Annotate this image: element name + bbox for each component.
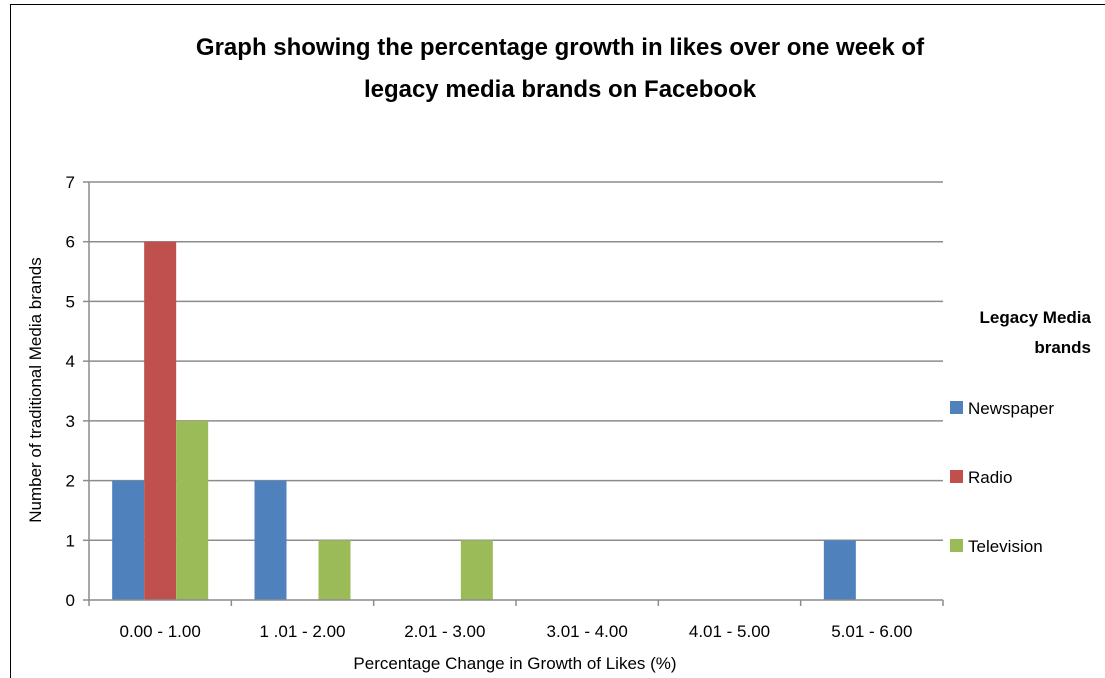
- x-tick-label: 1 .01 - 2.00: [259, 622, 345, 641]
- bar-newspaper: [254, 480, 287, 600]
- y-tick-label: 5: [66, 292, 75, 311]
- y-tick-label: 3: [66, 412, 75, 431]
- y-tick-label: 2: [66, 472, 75, 491]
- legend-swatch-newspaper: [950, 401, 963, 414]
- y-tick-label: 6: [66, 233, 75, 252]
- legend: Legacy Media brands Newspaper Radio Televi…: [950, 308, 1092, 556]
- bar-newspaper: [823, 540, 856, 600]
- chart-title: Graph showing the percentage growth in l…: [196, 34, 925, 103]
- bars: [112, 241, 856, 600]
- x-tick-label: 4.01 - 5.00: [689, 622, 770, 641]
- bar-television: [460, 540, 493, 600]
- chart-title-line-2: legacy media brands on Facebook: [364, 76, 757, 103]
- bar-television: [176, 420, 209, 600]
- y-tick-label: 7: [66, 173, 75, 192]
- bar-newspaper: [112, 480, 145, 600]
- x-axis-label: Percentage Change in Growth of Likes (%): [353, 654, 676, 673]
- x-tick-label: 2.01 - 3.00: [404, 622, 485, 641]
- y-axis-ticks: 0 1 2 3 4 5 6 7: [66, 173, 89, 610]
- legend-title-line-1: Legacy Media: [980, 308, 1092, 327]
- y-tick-label: 4: [66, 352, 75, 371]
- y-tick-label: 0: [66, 591, 75, 610]
- legend-label-television: Television: [968, 537, 1043, 556]
- gridlines: [89, 181, 943, 542]
- x-axis-ticks: 0.00 - 1.00 1 .01 - 2.00 2.01 - 3.00 3.01 -…: [88, 600, 944, 641]
- x-tick-label: 5.01 - 6.00: [831, 622, 912, 641]
- axes: [88, 182, 943, 601]
- x-tick-label: 3.01 - 4.00: [547, 622, 628, 641]
- y-axis-label: Number of traditional Media brands: [26, 257, 45, 523]
- legend-label-radio: Radio: [968, 468, 1012, 487]
- bar-television: [318, 540, 351, 600]
- bar-radio: [144, 241, 177, 600]
- legend-swatch-television: [950, 539, 963, 552]
- chart-title-line-1: Graph showing the percentage growth in l…: [196, 34, 925, 61]
- legend-title-line-2: brands: [1034, 338, 1091, 357]
- x-tick-label: 0.00 - 1.00: [120, 622, 201, 641]
- legend-label-newspaper: Newspaper: [968, 399, 1054, 418]
- y-tick-label: 1: [66, 531, 75, 550]
- legend-swatch-radio: [950, 470, 963, 483]
